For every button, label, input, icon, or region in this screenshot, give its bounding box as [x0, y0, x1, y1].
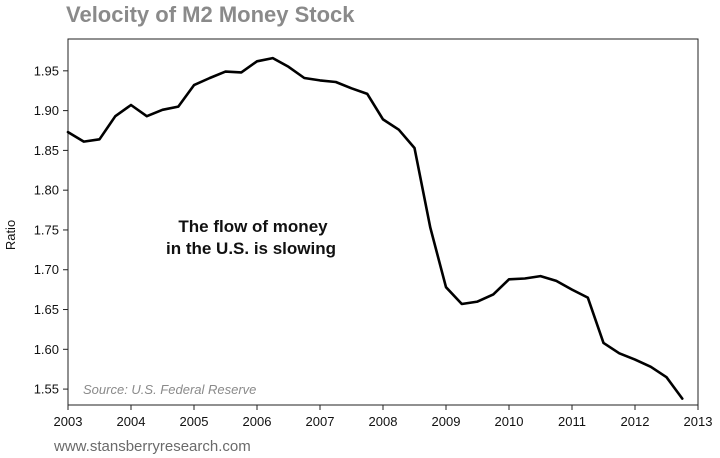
y-tick-label: 1.75: [34, 222, 59, 237]
x-tick-label: 2008: [369, 414, 398, 429]
annotation-line-1: The flow of money: [178, 217, 328, 236]
y-tick-label: 1.60: [34, 342, 59, 357]
x-tick-label: 2013: [684, 414, 713, 429]
x-tick-label: 2003: [54, 414, 83, 429]
y-tick-label: 1.80: [34, 183, 59, 198]
footer-url[interactable]: www.stansberryresearch.com: [54, 438, 251, 455]
x-tick-label: 2011: [558, 414, 586, 429]
y-tick-label: 1.55: [34, 382, 59, 397]
y-tick-label: 1.65: [34, 302, 59, 317]
y-axis-label: Ratio: [3, 220, 18, 250]
x-axis: 2003 2004 2005 2006 2007 2008 2009 2010 2011 2012…: [54, 405, 713, 429]
annotation-line-2: in the U.S. is slowing: [166, 239, 336, 258]
x-tick-label: 2012: [621, 414, 650, 429]
x-tick-label: 2007: [306, 414, 335, 429]
y-axis: 1.55 1.60 1.65 1.70 1.75 1.80 1.85 1.90 1.95: [34, 63, 68, 397]
y-tick-label: 1.95: [34, 63, 59, 78]
source-note: Source: U.S. Federal Reserve: [83, 382, 256, 397]
x-tick-label: 2009: [432, 414, 461, 429]
series-layer: [66, 56, 684, 400]
y-tick-label: 1.90: [34, 103, 59, 118]
series-line: [66, 56, 684, 400]
x-tick-label: 2005: [180, 414, 209, 429]
annotation: The flow of money in the U.S. is slowing: [166, 217, 336, 258]
y-tick-label: 1.85: [34, 143, 59, 158]
x-tick-label: 2006: [243, 414, 272, 429]
y-tick-label: 1.70: [34, 262, 59, 277]
x-tick-label: 2010: [495, 414, 524, 429]
chart-title: Velocity of M2 Money Stock: [66, 2, 355, 27]
x-tick-label: 2004: [117, 414, 146, 429]
plot-frame: [67, 38, 699, 406]
